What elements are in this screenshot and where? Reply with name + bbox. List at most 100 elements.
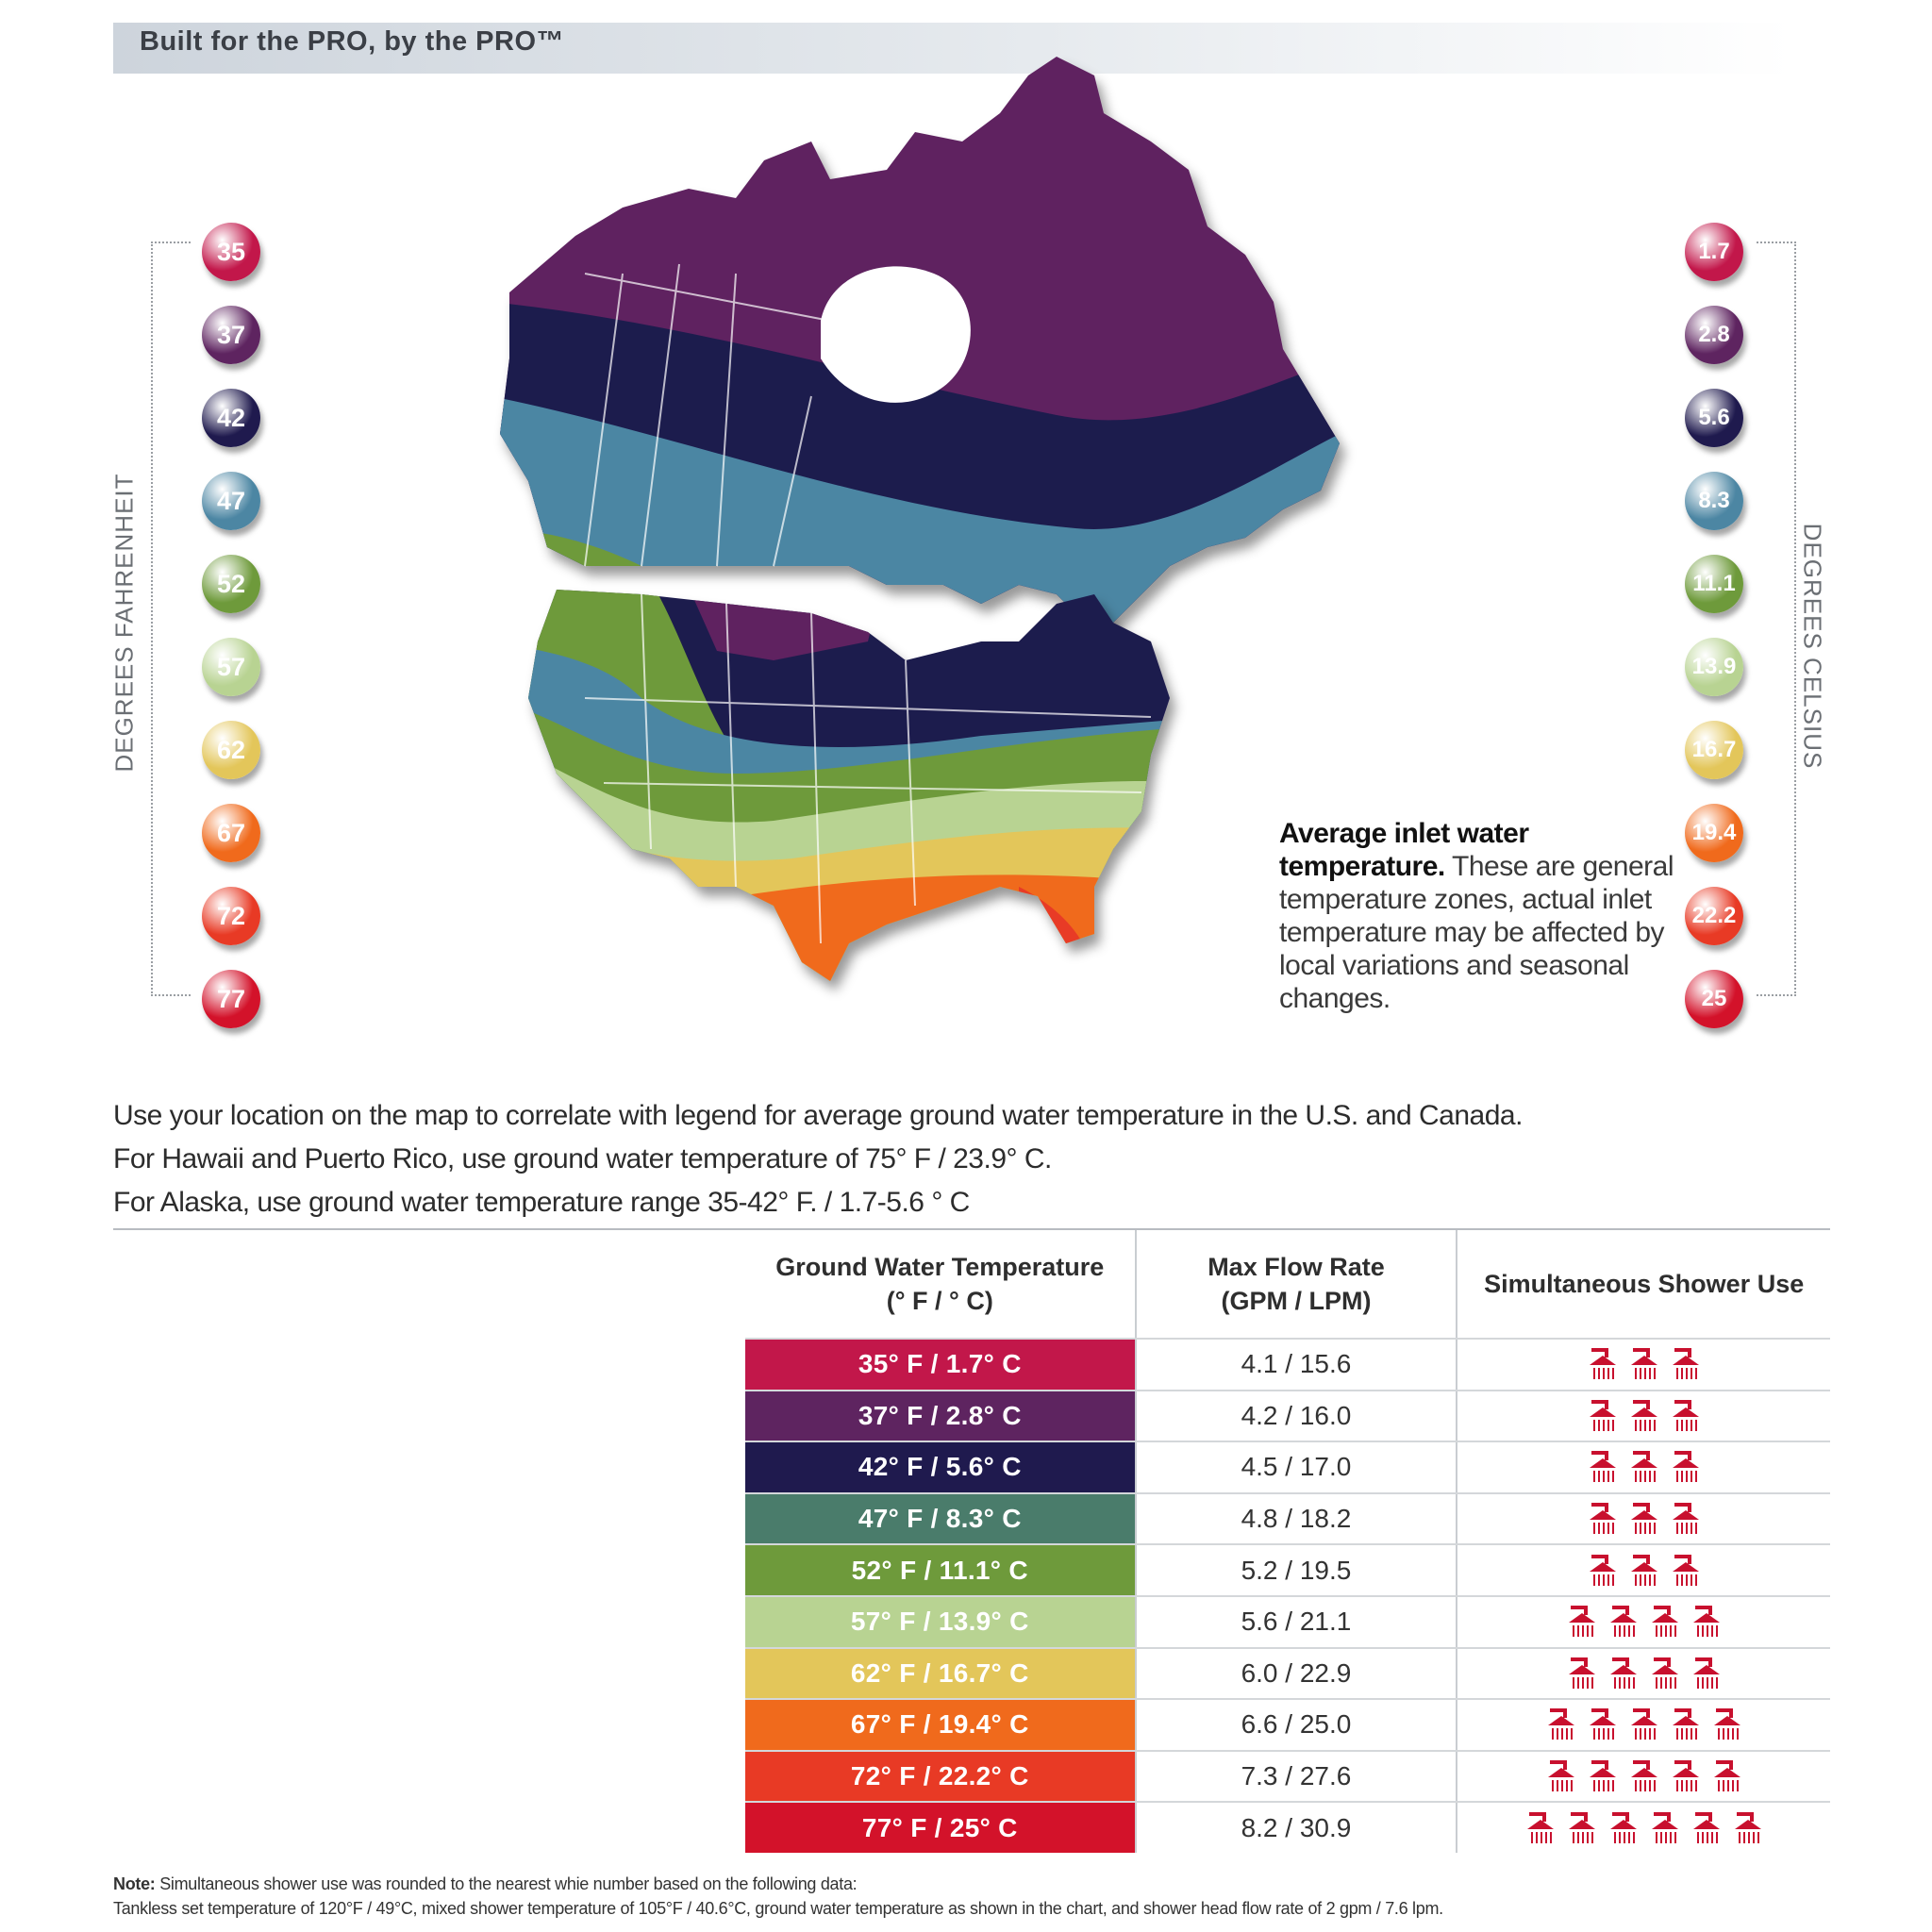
temperature-cell: 37° F / 2.8° C — [745, 1391, 1135, 1441]
shower-use-cell — [1456, 1700, 1830, 1750]
usage-note-2: For Hawaii and Puerto Rico, use ground w… — [113, 1143, 1052, 1174]
flow-rate-cell: 4.8 / 18.2 — [1134, 1493, 1457, 1544]
shower-head-icon — [1567, 1656, 1597, 1691]
shower-head-icon — [1629, 1346, 1659, 1382]
celsius-legend-bubble: 11.1 — [1685, 555, 1743, 613]
shower-head-icon — [1650, 1604, 1680, 1640]
flow-rate-table: Ground Water Temperature (° F / ° C) Max… — [745, 1230, 1830, 1853]
header-flow-line1: Max Flow Rate — [1208, 1253, 1385, 1281]
celsius-legend-bubble: 25 — [1685, 970, 1743, 1028]
shower-head-icon — [1629, 1758, 1659, 1794]
shower-head-icon — [1691, 1810, 1722, 1846]
shower-head-icon — [1567, 1604, 1597, 1640]
fahrenheit-legend-bubble: 37 — [202, 306, 260, 364]
flow-rate-cell: 4.2 / 16.0 — [1134, 1391, 1457, 1441]
usage-note-1: Use your location on the map to correlat… — [113, 1100, 1523, 1131]
shower-head-icon — [1671, 1758, 1701, 1794]
table-row: 42° F / 5.6° C 4.5 / 17.0 — [745, 1441, 1830, 1492]
celsius-legend-bubble: 1.7 — [1685, 223, 1743, 281]
table-row: 52° F / 11.1° C 5.2 / 19.5 — [745, 1543, 1830, 1595]
celsius-legend-bubble: 22.2 — [1685, 887, 1743, 945]
header-shower-use: Simultaneous Shower Use — [1456, 1230, 1830, 1338]
shower-use-cell — [1456, 1648, 1830, 1699]
celsius-legend-bubble: 8.3 — [1685, 472, 1743, 530]
header-bar: Built for the PRO, by the PRO™ — [113, 23, 1792, 74]
usage-note-3: For Alaska, use ground water temperature… — [113, 1187, 970, 1218]
shower-head-icon — [1546, 1758, 1576, 1794]
celsius-legend-bubble: 5.6 — [1685, 389, 1743, 447]
table-row: 37° F / 2.8° C 4.2 / 16.0 — [745, 1389, 1830, 1441]
fahrenheit-legend-bubble: 77 — [202, 970, 260, 1028]
fahrenheit-legend-bubble: 42 — [202, 389, 260, 447]
shower-head-icon — [1712, 1707, 1742, 1742]
flow-rate-cell: 5.2 / 19.5 — [1134, 1545, 1457, 1595]
divider — [113, 1228, 1830, 1230]
shower-head-icon — [1691, 1656, 1722, 1691]
footnote-label: Note: — [113, 1874, 156, 1893]
table-row: 35° F / 1.7° C 4.1 / 15.6 — [745, 1338, 1830, 1390]
usa-map — [528, 590, 1170, 981]
shower-head-icon — [1629, 1501, 1659, 1537]
fahrenheit-legend-bubble: 57 — [202, 638, 260, 696]
temperature-cell: 35° F / 1.7° C — [745, 1340, 1135, 1390]
shower-head-icon — [1588, 1398, 1618, 1434]
shower-head-icon — [1650, 1810, 1680, 1846]
flow-rate-cell: 8.2 / 30.9 — [1134, 1803, 1457, 1853]
footnote-line-2: Tankless set temperature of 120°F / 49°C… — [113, 1899, 1443, 1918]
shower-head-icon — [1629, 1449, 1659, 1485]
flow-rate-cell: 4.1 / 15.6 — [1134, 1340, 1457, 1390]
temperature-cell: 67° F / 19.4° C — [745, 1700, 1135, 1750]
map-caption-title: Average inlet water temperature. — [1279, 818, 1529, 882]
header-temperature-line1: Ground Water Temperature — [775, 1253, 1105, 1281]
fahrenheit-legend-bubble: 47 — [202, 472, 260, 530]
usage-notes: Use your location on the map to correlat… — [113, 1094, 1830, 1224]
shower-head-icon — [1546, 1707, 1576, 1742]
shower-head-icon — [1671, 1398, 1701, 1434]
flow-rate-cell: 5.6 / 21.1 — [1134, 1596, 1457, 1647]
shower-head-icon — [1588, 1449, 1618, 1485]
temperature-cell: 62° F / 16.7° C — [745, 1648, 1135, 1699]
shower-head-icon — [1629, 1553, 1659, 1589]
shower-head-icon — [1733, 1810, 1763, 1846]
celsius-axis-label: DEGREES CELSIUS — [1798, 523, 1827, 770]
footnote: Note: Simultaneous shower use was rounde… — [113, 1872, 1830, 1921]
fahrenheit-legend-bubble: 72 — [202, 887, 260, 945]
footnote-line-1: Simultaneous shower use was rounded to t… — [159, 1874, 858, 1893]
fahrenheit-legend-bubble: 62 — [202, 721, 260, 779]
table-header-row: Ground Water Temperature (° F / ° C) Max… — [745, 1230, 1830, 1338]
shower-head-icon — [1525, 1810, 1556, 1846]
shower-head-icon — [1671, 1346, 1701, 1382]
shower-use-cell — [1456, 1442, 1830, 1492]
fahrenheit-axis-label: DEGREES FAHRENHEIT — [109, 473, 139, 773]
flow-rate-cell: 7.3 / 27.6 — [1134, 1751, 1457, 1802]
shower-head-icon — [1567, 1810, 1597, 1846]
shower-head-icon — [1671, 1707, 1701, 1742]
header-temperature-line2: (° F / ° C) — [886, 1287, 993, 1315]
shower-head-icon — [1671, 1501, 1701, 1537]
fahrenheit-legend-bubble: 52 — [202, 555, 260, 613]
table-row: 47° F / 8.3° C 4.8 / 18.2 — [745, 1491, 1830, 1544]
shower-use-cell — [1456, 1391, 1830, 1441]
temperature-cell: 77° F / 25° C — [745, 1803, 1135, 1853]
header-flow-rate: Max Flow Rate (GPM / LPM) — [1134, 1230, 1457, 1338]
canada-map — [500, 57, 1340, 641]
temperature-cell: 72° F / 22.2° C — [745, 1751, 1135, 1802]
shower-head-icon — [1608, 1604, 1639, 1640]
celsius-bracket — [1757, 242, 1796, 996]
table-body: 35° F / 1.7° C 4.1 / 15.6 37° F / 2.8° C 4.… — [745, 1338, 1830, 1853]
shower-head-icon — [1588, 1501, 1618, 1537]
shower-head-icon — [1588, 1707, 1618, 1742]
header-title: Built for the PRO, by the PRO™ — [140, 26, 565, 57]
table-row: 57° F / 13.9° C 5.6 / 21.1 — [745, 1594, 1830, 1647]
temperature-zone-map — [500, 57, 1340, 981]
shower-use-cell — [1456, 1545, 1830, 1595]
shower-head-icon — [1671, 1553, 1701, 1589]
shower-use-cell — [1456, 1493, 1830, 1544]
celsius-legend-bubble: 16.7 — [1685, 721, 1743, 779]
header-temperature: Ground Water Temperature (° F / ° C) — [745, 1230, 1135, 1338]
shower-head-icon — [1650, 1656, 1680, 1691]
temperature-cell: 57° F / 13.9° C — [745, 1596, 1135, 1647]
shower-head-icon — [1588, 1553, 1618, 1589]
shower-head-icon — [1629, 1398, 1659, 1434]
shower-head-icon — [1712, 1758, 1742, 1794]
